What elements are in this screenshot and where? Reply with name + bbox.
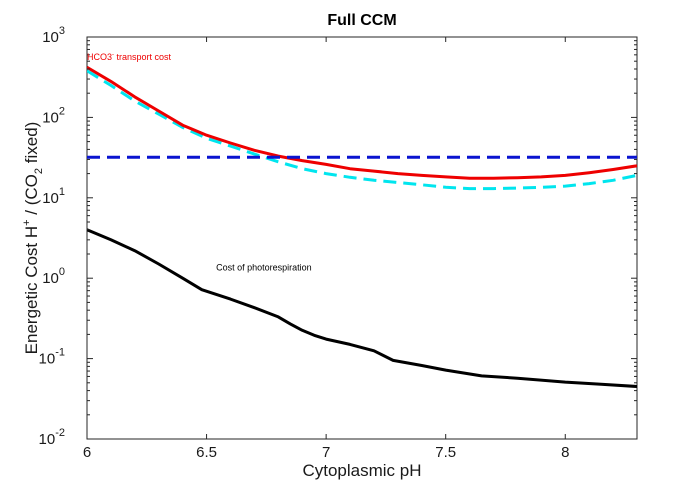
annotation-hco3-sup: -	[112, 52, 114, 58]
annotation-hco3-rest: transport cost	[114, 52, 172, 62]
y-axis-label-sub: 2	[33, 168, 45, 174]
y-tick-label: 100	[42, 266, 65, 287]
y-tick-base: 10	[42, 29, 59, 46]
y-tick-exponent: 0	[59, 266, 65, 278]
y-axis-label-end: fixed)	[22, 122, 41, 168]
annotation-hco3: HCO3- transport cost	[87, 52, 172, 62]
series-line-0	[87, 69, 637, 191]
axes-frame	[86, 36, 638, 440]
y-axis-label-mid: / (CO	[22, 174, 41, 219]
y-tick-exponent: -2	[55, 427, 65, 439]
x-axis-label: Cytoplasmic pH	[302, 461, 421, 480]
series-line-1	[87, 66, 637, 180]
x-tick-label: 8	[561, 444, 569, 461]
x-tick-label: 6	[83, 444, 91, 461]
y-tick-exponent: 3	[59, 25, 65, 37]
y-tick-base: 10	[42, 190, 59, 207]
y-tick-label: 101	[42, 186, 65, 207]
y-tick-exponent: -1	[55, 347, 65, 359]
annotation-photo-text: Cost of photorespiration	[216, 262, 312, 272]
x-tick-label: 7.5	[435, 444, 456, 461]
y-axis-label: Energetic Cost H+ / (CO2 fixed)	[21, 122, 45, 355]
y-tick-base: 10	[39, 351, 56, 368]
x-tick-label: 7	[322, 444, 330, 461]
annotations-layer: HCO3- transport cost Cost of photorespira…	[87, 52, 312, 273]
y-tick-base: 10	[42, 270, 59, 287]
y-axis-label-main: Energetic Cost H	[22, 226, 41, 355]
y-axis-label-sup: +	[21, 219, 33, 225]
annotation-hco3-text: HCO3	[87, 52, 112, 62]
series-line-3	[87, 228, 637, 388]
series-layer	[87, 66, 637, 388]
y-tick-exponent: 2	[59, 105, 65, 117]
y-tick-label: 103	[42, 25, 65, 46]
y-tick-label: 10-2	[39, 427, 65, 448]
plot-area	[86, 36, 638, 440]
y-tick-label: 102	[42, 105, 65, 126]
y-tick-label: 10-1	[39, 347, 65, 368]
x-axis-ticks: 6 6.5 7 7.5 8	[83, 37, 569, 461]
y-tick-base: 10	[39, 431, 56, 448]
y-tick-base: 10	[42, 109, 59, 126]
x-tick-label: 6.5	[196, 444, 217, 461]
y-tick-exponent: 1	[59, 186, 65, 198]
chart-title: Full CCM	[327, 12, 396, 29]
annotation-photo: Cost of photorespiration	[216, 262, 312, 272]
